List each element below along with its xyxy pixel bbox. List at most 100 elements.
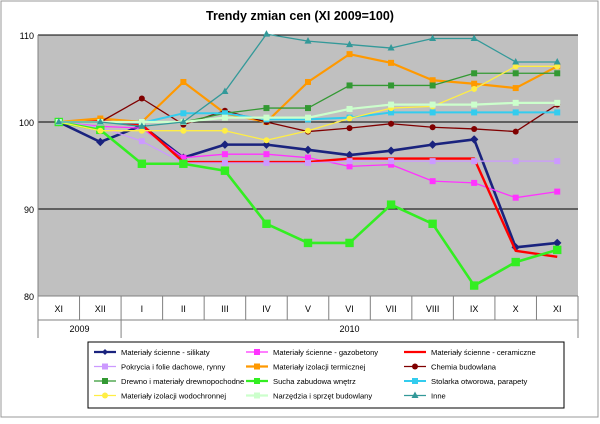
legend-label-3: Pokrycia i folie dachowe, rynny [121, 363, 225, 372]
data-point-4-11 [512, 85, 519, 92]
x-tick-label-1: XII [95, 304, 106, 314]
y-tick-label-90: 90 [24, 205, 34, 215]
data-point-7-2 [137, 159, 147, 168]
data-point-6-12 [554, 70, 561, 77]
legend-swatch-marker-6 [102, 378, 108, 384]
data-point-0-6 [303, 145, 313, 155]
data-point-10-6 [305, 114, 311, 121]
legend-label-7: Sucha zabudowa wnętrz [273, 377, 356, 386]
legend-item-10: Narzędzia i sprzęt budowlany [246, 392, 372, 401]
x-year-label-2010: 2010 [340, 324, 360, 334]
data-point-1-9 [429, 178, 436, 185]
data-point-11-5 [262, 30, 270, 37]
data-point-5-7 [346, 125, 353, 132]
data-point-3-8 [388, 158, 395, 165]
data-point-0-1 [96, 137, 105, 147]
data-point-10-5 [263, 114, 270, 121]
legend-label-6: Drewno i materiały drewnopochodne [121, 377, 244, 386]
legend-item-0: Materiały ścienne - silikaty [94, 348, 210, 357]
legend-swatch-marker-10 [254, 392, 260, 399]
y-tick-label-80: 80 [24, 292, 34, 302]
legend-box [87, 341, 565, 409]
legend-item-9: Materiały izolacji wodochronnej [94, 392, 226, 401]
data-point-4-7 [346, 51, 353, 58]
data-point-8-12 [554, 109, 561, 116]
data-point-5-8 [388, 120, 395, 127]
chart-title: Trendy zmian cen (XI 2009=100) [206, 9, 394, 23]
data-point-11-11 [512, 57, 520, 65]
data-point-9-12 [554, 63, 561, 70]
x-tick-label-8: VII [386, 304, 397, 314]
data-point-10-12 [554, 99, 561, 106]
legend-label-8: Stolarka otworowa, parapety [431, 377, 527, 386]
data-point-7-9 [428, 219, 437, 228]
x-tick-label-5: IV [262, 304, 271, 314]
data-point-7-4 [220, 166, 230, 175]
legend-item-6: Drewno i materiały drewnopochodne [94, 377, 244, 386]
data-point-3-5 [263, 159, 270, 166]
data-point-9-4 [221, 127, 228, 134]
data-point-7-6 [303, 238, 313, 248]
data-point-5-9 [429, 124, 436, 131]
data-point-3-2 [138, 138, 145, 145]
y-axis: 80 90 100 110 [19, 31, 39, 302]
data-point-8-11 [512, 109, 519, 116]
data-point-10-8 [388, 101, 395, 108]
data-point-6-5 [263, 105, 270, 112]
data-point-6-10 [471, 70, 478, 77]
data-point-0-7 [345, 150, 354, 160]
x-tick-label-3: II [181, 304, 186, 314]
series-group [54, 30, 562, 290]
legend-item-3: Pokrycia i folie dachowe, rynny [94, 363, 225, 372]
data-point-11-10 [470, 34, 478, 41]
legend-item-1: Materiały ścienne - gazobetony [246, 348, 378, 357]
data-point-0-5 [262, 140, 271, 149]
legend-label-0: Materiały ścienne - silikaty [121, 348, 210, 357]
legend-label-4: Materiały izolacji termicznej [273, 363, 366, 372]
legend-swatch-marker-7 [254, 378, 260, 384]
data-point-8-10 [471, 109, 478, 116]
legend-item-8: Stolarka otworowa, parapety [404, 377, 527, 386]
data-point-1-5 [263, 151, 270, 158]
legend-item-4: Materiały izolacji termicznej [246, 363, 366, 372]
legend-label-5: Chemia budowlana [431, 363, 497, 372]
data-point-4-8 [388, 59, 395, 66]
data-point-10-11 [512, 99, 519, 106]
data-point-10-4 [221, 114, 228, 121]
data-point-7-8 [386, 200, 396, 209]
legend: Materiały ścienne - silikaty Materiały śc… [87, 341, 565, 409]
data-point-6-11 [512, 70, 519, 77]
data-point-7-7 [345, 238, 354, 248]
data-point-9-7 [346, 115, 353, 122]
legend-swatch-marker-4 [254, 363, 260, 370]
data-point-7-11 [511, 257, 520, 267]
data-point-8-3 [180, 110, 187, 117]
data-point-1-12 [554, 188, 561, 195]
data-point-0-11 [511, 243, 520, 252]
data-point-1-3 [180, 154, 187, 161]
data-point-5-10 [471, 125, 478, 132]
legend-label-2: Materiały ścienne - ceramiczne [431, 348, 536, 357]
data-point-3-4 [221, 159, 228, 166]
data-point-9-6 [305, 127, 311, 134]
data-point-7-3 [179, 159, 188, 168]
legend-swatch-marker-3 [102, 363, 108, 370]
data-point-1-7 [346, 163, 353, 170]
x-tick-label-11: X [513, 304, 519, 314]
x-tick-label-7: VI [345, 304, 354, 314]
legend-item-5: Chemia budowlana [404, 363, 497, 372]
x-tick-label-0: XI [55, 304, 64, 314]
legend-label-11: Inne [431, 392, 446, 401]
data-point-0-9 [428, 140, 437, 149]
data-point-11-7 [346, 40, 354, 48]
data-point-11-4 [221, 87, 229, 95]
data-point-0-10 [469, 135, 479, 144]
data-point-0-4 [220, 140, 230, 149]
data-point-10-10 [471, 101, 478, 108]
data-point-9-5 [263, 137, 270, 144]
legend-swatch-marker-9 [102, 392, 108, 399]
data-point-3-9 [429, 158, 436, 165]
data-point-5-2 [138, 95, 145, 102]
